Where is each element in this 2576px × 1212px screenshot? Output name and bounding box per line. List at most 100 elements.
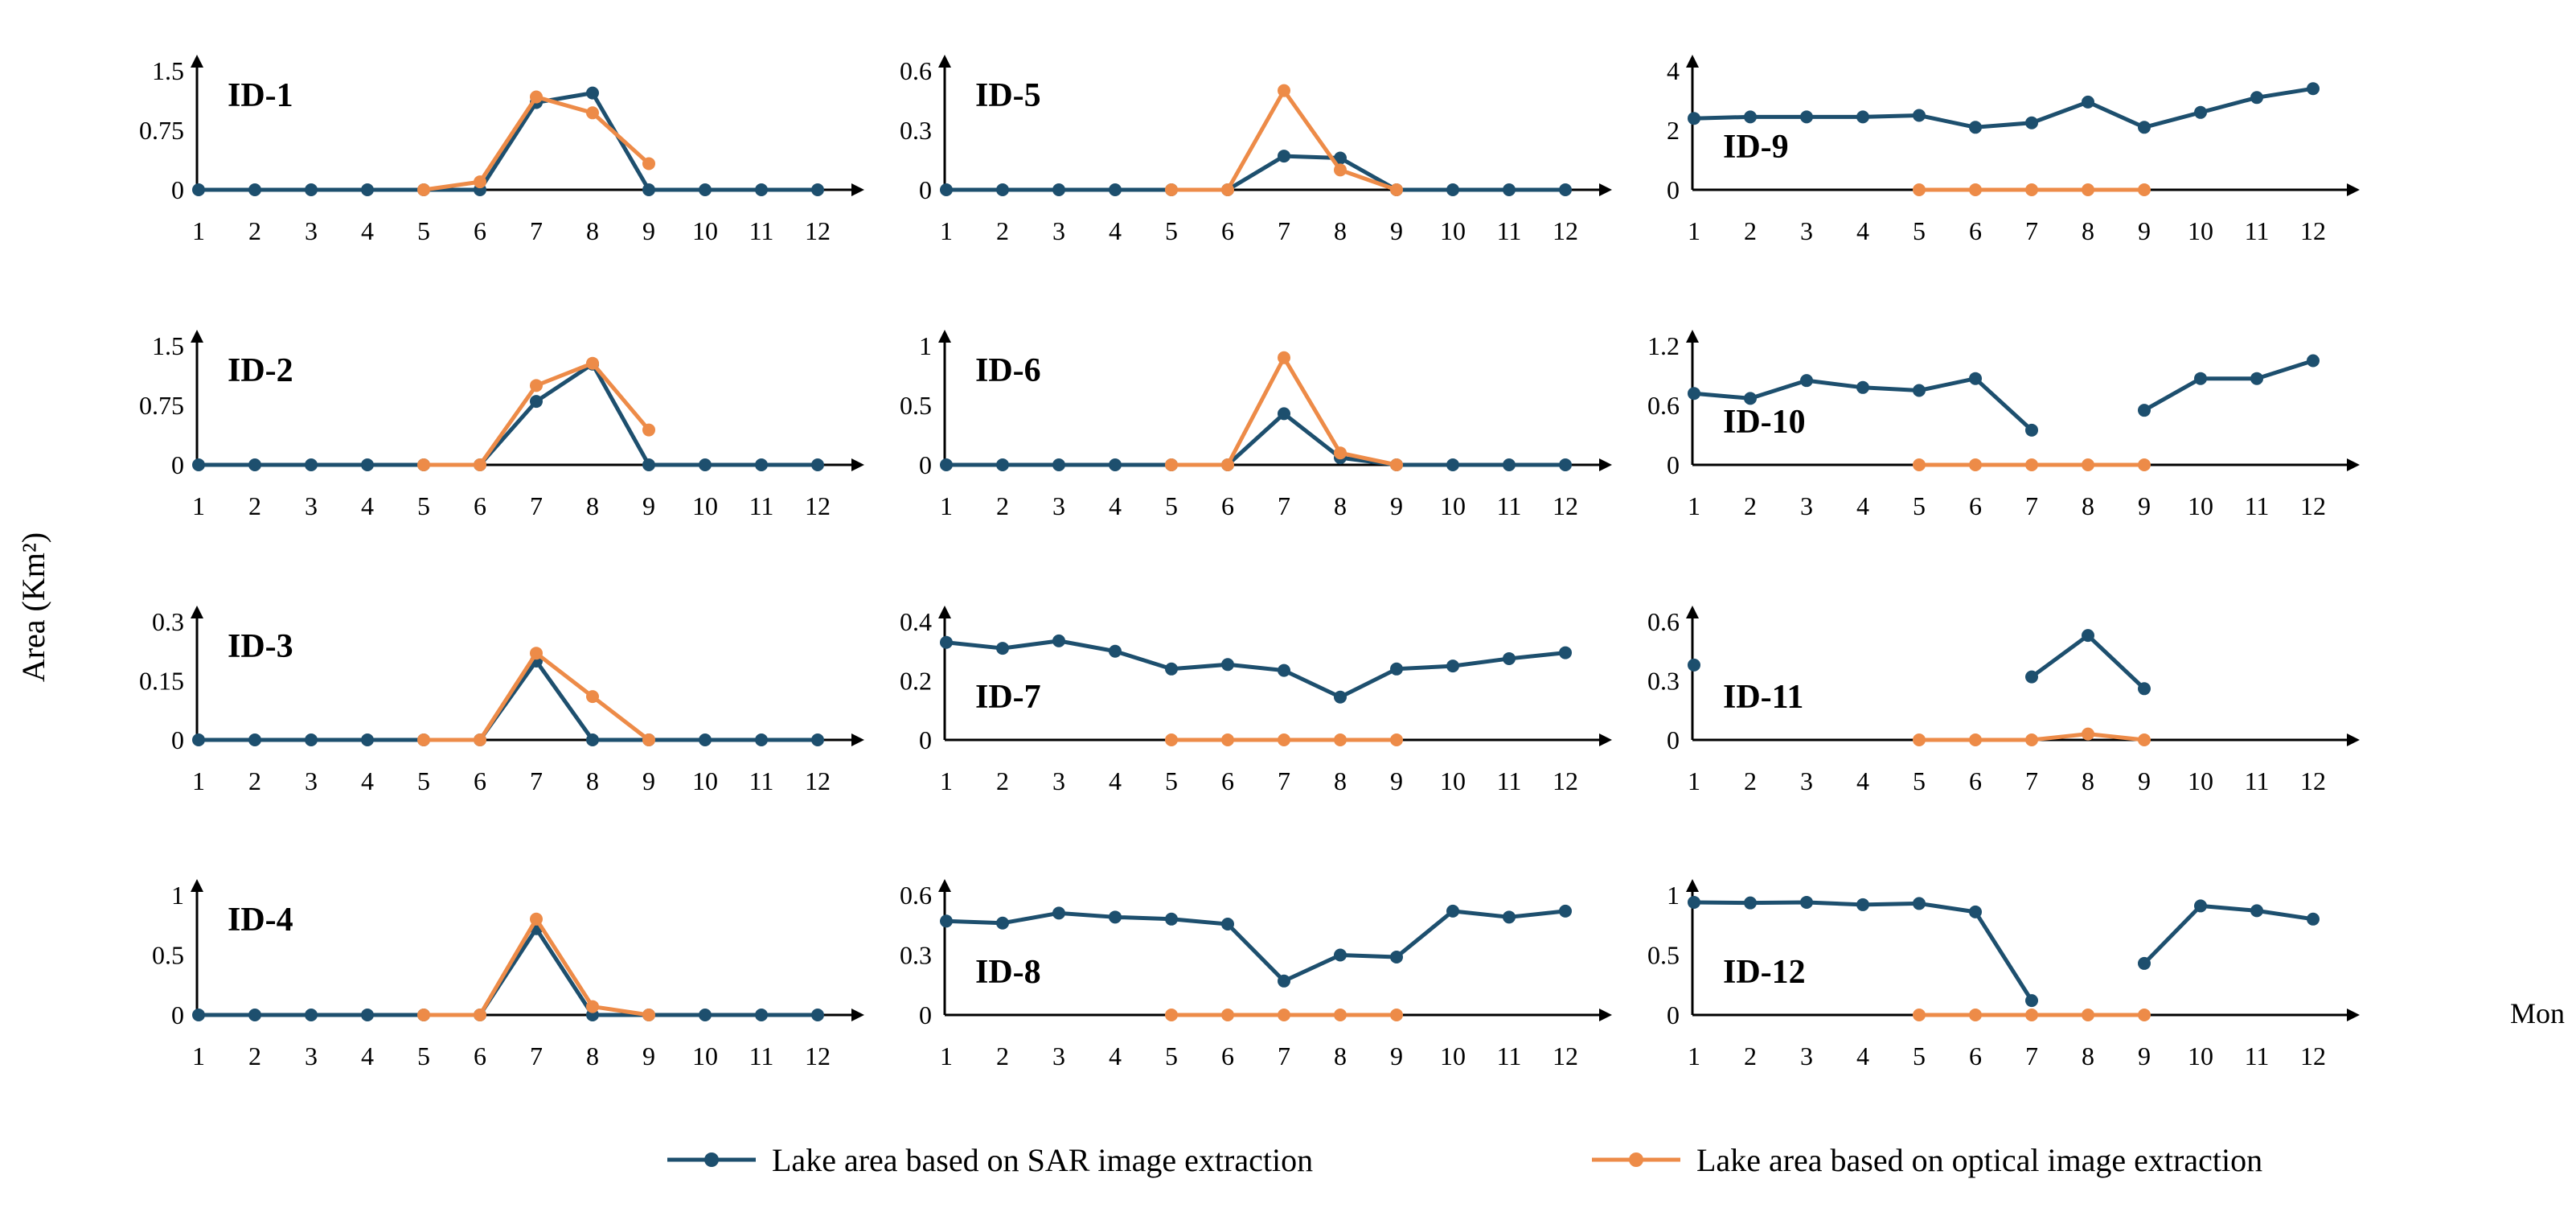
- optical-point: [1165, 1009, 1178, 1021]
- sar-point: [996, 642, 1009, 655]
- x-tick-label: 12: [2300, 216, 2326, 245]
- x-tick-label: 6: [474, 216, 486, 245]
- x-tick-label: 9: [1390, 766, 1403, 795]
- x-tick-label: 8: [586, 766, 599, 795]
- sar-point: [361, 458, 374, 471]
- optical-point: [1334, 446, 1347, 460]
- x-tick-label: 11: [1497, 491, 1522, 520]
- sar-point: [2138, 956, 2151, 970]
- y-tick-label: 0: [1667, 175, 1680, 204]
- y-axis-arrow-id-7: [938, 606, 951, 618]
- sar-series-id-8: [940, 904, 1572, 988]
- optical-point: [2082, 183, 2094, 196]
- x-tick-label: 7: [1278, 216, 1290, 245]
- optical-line: [423, 95, 650, 192]
- x-axis-arrow-id-4: [851, 1009, 864, 1021]
- x-tick-label: 2: [996, 491, 1009, 520]
- x-axis-label: Mon: [2510, 997, 2565, 1029]
- sar-point: [1334, 690, 1347, 704]
- y-tick-label: 0: [919, 450, 932, 479]
- sar-point: [1744, 896, 1757, 910]
- y-tick-label: 0.4: [900, 607, 932, 636]
- sar-point: [1390, 662, 1403, 676]
- optical-point: [1969, 458, 1982, 471]
- x-axis-arrow-id-10: [2347, 458, 2360, 471]
- x-tick-label: 5: [417, 216, 430, 245]
- sar-point: [940, 458, 953, 471]
- x-tick-label: 1: [1688, 1041, 1700, 1070]
- optical-series-id-4: [417, 912, 655, 1021]
- legend-optical-marker: [1629, 1152, 1643, 1167]
- sar-point: [1800, 374, 1813, 388]
- sar-point: [248, 1009, 261, 1021]
- sar-point: [1052, 458, 1065, 471]
- panel-label-id-4: ID-4: [228, 902, 293, 939]
- y-tick-label: 0.3: [1647, 667, 1680, 696]
- x-tick-label: 11: [749, 766, 774, 795]
- sar-line: [945, 639, 1566, 700]
- sar-point: [2025, 423, 2038, 437]
- y-tick-label: 0: [171, 450, 184, 479]
- y-axis-arrow-id-5: [938, 55, 951, 68]
- sar-line: [946, 411, 1565, 467]
- x-tick-label: 5: [1165, 216, 1178, 245]
- sar-series-id-11: [1688, 629, 2151, 696]
- x-tick-label: 4: [1856, 766, 1869, 795]
- optical-point: [530, 90, 543, 104]
- x-tick-label: 5: [1913, 491, 1926, 520]
- sar-point: [361, 733, 374, 746]
- optical-point: [2082, 727, 2094, 741]
- x-tick-label: 12: [1553, 766, 1578, 795]
- sar-series-id-6: [940, 407, 1572, 471]
- x-tick-label: 6: [1969, 1041, 1982, 1070]
- panel-label-id-3: ID-3: [228, 628, 293, 665]
- optical-point: [2025, 1009, 2038, 1021]
- x-tick-label: 3: [1052, 216, 1065, 245]
- optical-point: [586, 106, 599, 120]
- x-tick-label: 9: [1390, 1041, 1403, 1070]
- x-tick-label: 3: [1052, 491, 1065, 520]
- optical-point: [474, 175, 486, 189]
- optical-point: [2138, 183, 2151, 196]
- optical-point: [1969, 733, 1982, 746]
- optical-point: [474, 458, 486, 471]
- sar-point: [940, 183, 953, 196]
- sar-point: [305, 733, 318, 746]
- legend-sar-marker: [704, 1152, 719, 1167]
- x-tick-label: 8: [1334, 766, 1347, 795]
- optical-point: [2138, 733, 2151, 746]
- sar-point: [996, 916, 1009, 930]
- sar-point: [1109, 458, 1122, 471]
- sar-point: [699, 1009, 712, 1021]
- sar-point: [1052, 906, 1065, 920]
- optical-point: [1334, 163, 1347, 177]
- x-tick-label: 10: [1440, 1041, 1466, 1070]
- x-tick-label: 8: [1334, 491, 1347, 520]
- x-tick-label: 7: [1278, 1041, 1290, 1070]
- x-tick-label: 8: [2082, 216, 2094, 245]
- sar-series-id-12: [1688, 895, 2320, 1008]
- x-tick-label: 6: [1221, 216, 1234, 245]
- y-tick-label: 1.2: [1647, 331, 1680, 360]
- x-tick-label: 5: [1913, 216, 1926, 245]
- x-tick-label: 1: [192, 766, 205, 795]
- optical-point: [1969, 1009, 1982, 1021]
- panel-label-id-1: ID-1: [228, 77, 293, 114]
- optical-series-id-8: [1165, 1009, 1403, 1021]
- x-tick-label: 4: [361, 766, 374, 795]
- optical-point: [1390, 733, 1403, 746]
- sar-point: [2025, 670, 2038, 684]
- y-tick-label: 0: [171, 725, 184, 754]
- x-tick-label: 12: [805, 216, 831, 245]
- y-axis-arrow-id-1: [191, 55, 203, 68]
- sar-series-id-7: [940, 634, 1572, 704]
- sar-point: [1856, 110, 1869, 124]
- x-tick-label: 5: [417, 766, 430, 795]
- sar-point: [811, 458, 824, 471]
- optical-series-id-7: [1165, 733, 1403, 746]
- sar-point: [1334, 151, 1347, 165]
- optical-point: [1165, 183, 1178, 196]
